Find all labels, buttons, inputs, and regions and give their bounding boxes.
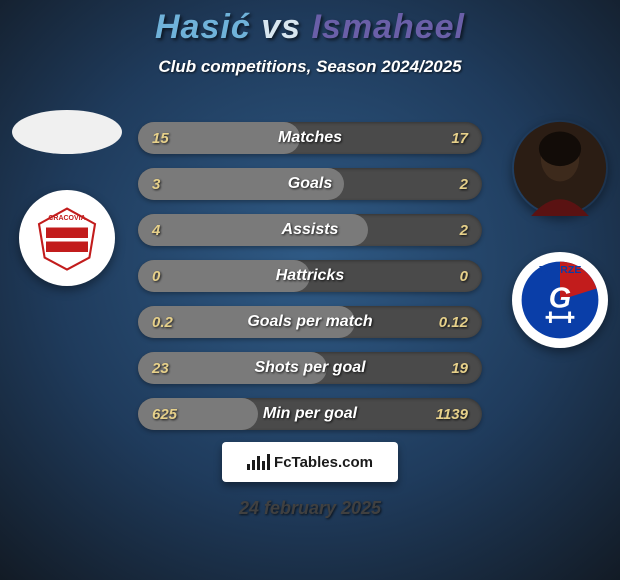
footer-date: 24 february 2025 — [0, 498, 620, 519]
player1-avatar-placeholder — [12, 110, 122, 154]
stat-row: 15Matches17 — [138, 122, 482, 154]
stat-right-value: 0 — [460, 268, 468, 285]
stat-row: 3Goals2 — [138, 168, 482, 200]
gornik-badge-icon: ZABRZE G — [512, 252, 608, 348]
brand-text: FcTables.com — [274, 454, 373, 471]
stat-label: Goals — [138, 175, 482, 193]
stat-label: Min per goal — [138, 405, 482, 423]
player-silhouette-icon — [512, 120, 608, 216]
player2-club-badge: ZABRZE G — [512, 252, 608, 348]
player2-name: Ismaheel — [311, 8, 465, 46]
stat-label: Hattricks — [138, 267, 482, 285]
stats-table: 15Matches17 3Goals2 4Assists2 0Hattricks0 0.… — [138, 122, 482, 430]
comparison-title: Hasić vs Ismaheel — [0, 0, 620, 47]
vs-text: vs — [261, 8, 301, 46]
stat-right-value: 19 — [451, 360, 468, 377]
right-column: ZABRZE G — [512, 120, 608, 348]
stat-right-value: 1139 — [436, 406, 468, 423]
stat-right-value: 2 — [460, 176, 468, 193]
stat-label: Shots per goal — [138, 359, 482, 377]
stat-row: 4Assists2 — [138, 214, 482, 246]
svg-text:G: G — [549, 283, 571, 315]
chart-icon — [247, 454, 270, 470]
player1-club-badge: CRACOVIA — [19, 190, 115, 286]
stat-label: Matches — [138, 129, 482, 147]
subtitle: Club competitions, Season 2024/2025 — [0, 57, 620, 77]
stat-label: Assists — [138, 221, 482, 239]
brand-badge: FcTables.com — [222, 442, 398, 482]
stat-row: 0Hattricks0 — [138, 260, 482, 292]
svg-text:ZABRZE: ZABRZE — [539, 264, 582, 276]
stat-row: 23Shots per goal19 — [138, 352, 482, 384]
player2-avatar — [512, 120, 608, 216]
left-column: CRACOVIA — [12, 110, 122, 286]
cracovia-badge-icon: CRACOVIA — [32, 203, 102, 273]
stat-right-value: 0.12 — [439, 314, 468, 331]
stat-row: 0.2Goals per match0.12 — [138, 306, 482, 338]
svg-text:CRACOVIA: CRACOVIA — [48, 215, 85, 222]
stat-right-value: 17 — [451, 130, 468, 147]
player1-name: Hasić — [155, 8, 251, 46]
stat-right-value: 2 — [460, 222, 468, 239]
stat-label: Goals per match — [138, 313, 482, 331]
stat-row: 625Min per goal1139 — [138, 398, 482, 430]
